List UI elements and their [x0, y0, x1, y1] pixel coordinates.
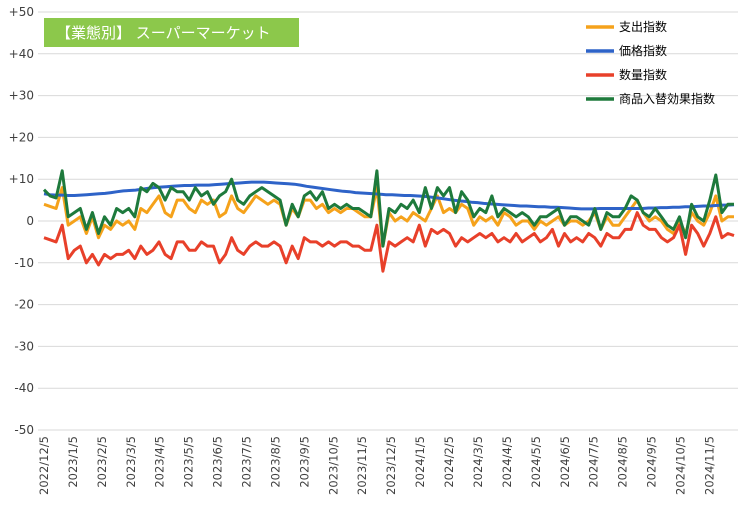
- x-axis-tick-labels: 2022/12/5 2023/1/5 2023/2/5 2023/3/5 2023/4/…: [37, 436, 716, 495]
- x-tick-label: 2024/7/5: [587, 436, 601, 488]
- y-tick-label: -10: [14, 256, 34, 270]
- chart-title: 【業態別】 スーパーマーケット: [56, 24, 271, 42]
- y-tick-label: -40: [14, 381, 34, 395]
- series-line-3: [42, 169, 734, 248]
- x-tick-label: 2023/2/5: [95, 436, 109, 488]
- x-tick-label: 2023/10/5: [326, 436, 340, 495]
- y-tick-label: -30: [14, 339, 34, 353]
- y-tick-label: +10: [9, 172, 34, 186]
- y-axis-tick-labels: +50 +40 +30 +20 +10 0 -10 -20 -30 -40 -50: [9, 5, 34, 437]
- y-tick-label: 0: [26, 214, 34, 228]
- title-background: [44, 18, 299, 47]
- series-line-2: [43, 211, 735, 273]
- x-tick-label: 2024/10/5: [673, 436, 687, 495]
- x-tick-label: 2023/4/5: [153, 436, 167, 488]
- legend-label: 商品入替効果指数: [619, 91, 715, 106]
- x-tick-label: 2024/11/5: [702, 436, 716, 495]
- x-tick-label: 2023/6/5: [211, 436, 225, 488]
- legend-label: 数量指数: [619, 67, 667, 82]
- x-tick-label: 2023/5/5: [182, 436, 196, 488]
- x-tick-label: 2023/8/5: [268, 436, 282, 488]
- x-tick-label: 2024/3/5: [471, 436, 485, 488]
- x-tick-label: 2024/8/5: [616, 436, 630, 488]
- y-tick-label: +20: [9, 130, 34, 144]
- legend-label: 支出指数: [619, 19, 667, 34]
- x-tick-label: 2023/1/5: [66, 436, 80, 488]
- x-tick-label: 2024/1/5: [413, 436, 427, 488]
- x-tick-label: 2024/9/5: [645, 436, 659, 488]
- y-tick-label: +50: [9, 5, 34, 19]
- x-tick-label: 2023/3/5: [124, 436, 138, 488]
- chart-title-box: 【業態別】 スーパーマーケット: [44, 18, 299, 47]
- y-tick-label: -20: [14, 298, 34, 312]
- legend-label: 価格指数: [619, 43, 667, 58]
- x-tick-label: 2024/6/5: [558, 436, 572, 488]
- series-lines: [42, 169, 735, 273]
- x-tick-label: 2024/5/5: [529, 436, 543, 488]
- x-tick-label: 2022/12/5: [37, 436, 51, 495]
- x-tick-label: 2023/9/5: [297, 436, 311, 488]
- x-tick-label: 2023/11/5: [355, 436, 369, 495]
- y-tick-label: +30: [9, 89, 34, 103]
- x-tick-label: 2023/7/5: [240, 436, 254, 488]
- x-tick-label: 2024/4/5: [500, 436, 514, 488]
- y-tick-label: +40: [9, 47, 34, 61]
- x-tick-label: 2024/2/5: [442, 436, 456, 488]
- y-tick-label: -50: [14, 423, 34, 437]
- x-tick-label: 2023/12/5: [384, 436, 398, 495]
